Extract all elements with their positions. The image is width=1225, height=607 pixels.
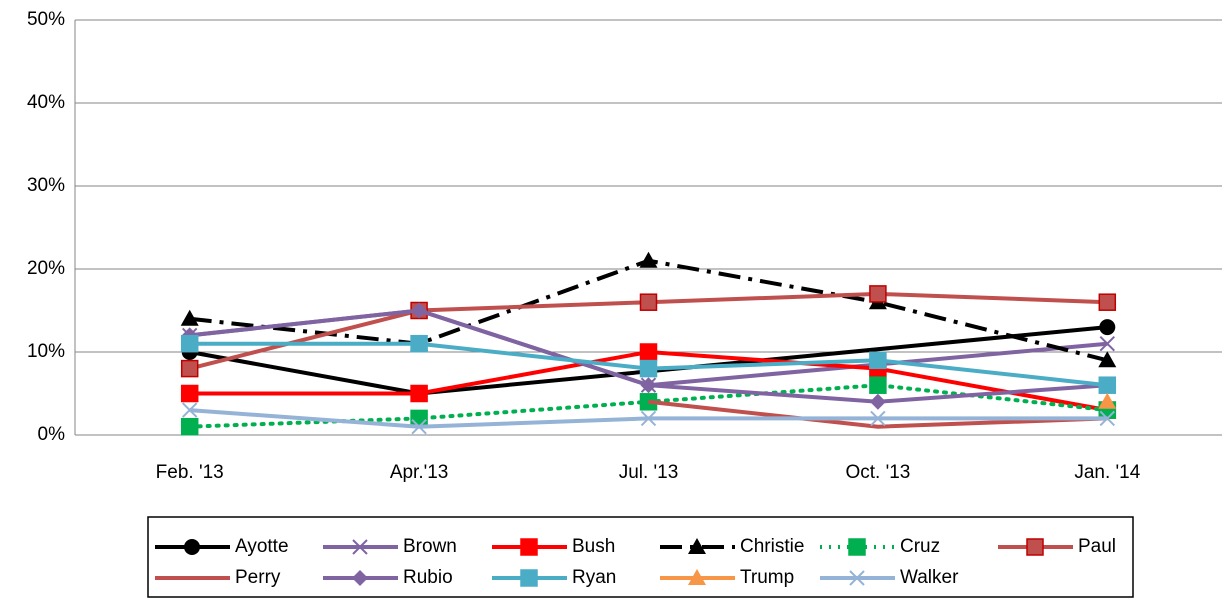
y-tick-label: 10% xyxy=(27,341,65,362)
marker xyxy=(1099,335,1116,352)
x-tick-label: Apr.'13 xyxy=(390,462,449,483)
marker xyxy=(181,402,198,418)
legend-box xyxy=(147,516,1134,598)
marker xyxy=(688,538,706,554)
legend-label: Rubio xyxy=(403,567,453,588)
marker xyxy=(1098,351,1117,368)
marker xyxy=(184,539,200,555)
x-tick-label: Oct. '13 xyxy=(845,462,910,483)
legend-label: Perry xyxy=(235,567,281,588)
legend-label: Walker xyxy=(900,567,959,588)
legend-label: Cruz xyxy=(900,536,940,557)
y-tick-label: 40% xyxy=(27,92,65,113)
marker xyxy=(180,309,199,326)
marker xyxy=(640,377,657,394)
marker xyxy=(639,251,658,268)
marker xyxy=(180,359,199,378)
marker xyxy=(410,409,428,428)
marker xyxy=(639,343,658,361)
marker xyxy=(180,417,199,436)
marker xyxy=(1098,392,1117,409)
marker xyxy=(688,569,706,585)
marker xyxy=(1026,538,1044,556)
marker xyxy=(640,410,657,427)
marker xyxy=(869,376,887,394)
legend-label: Ryan xyxy=(572,567,616,588)
x-tick-label: Jul. '13 xyxy=(619,462,679,483)
marker xyxy=(411,418,427,435)
legend-label: Paul xyxy=(1078,536,1116,557)
marker xyxy=(1099,410,1116,427)
y-tick-label: 20% xyxy=(27,258,65,279)
marker xyxy=(1099,319,1116,336)
marker xyxy=(520,538,538,556)
marker xyxy=(870,410,886,427)
marker xyxy=(180,334,199,353)
marker xyxy=(352,539,368,555)
legend-label: Ayotte xyxy=(235,536,289,557)
marker xyxy=(410,384,428,403)
marker xyxy=(869,285,887,303)
x-tick-label: Feb. '13 xyxy=(156,462,224,483)
marker xyxy=(1098,376,1117,394)
legend-label: Trump xyxy=(740,567,794,588)
marker xyxy=(520,569,538,587)
marker xyxy=(848,538,866,556)
legend-label: Brown xyxy=(403,536,457,557)
legend-label: Christie xyxy=(740,536,804,557)
marker xyxy=(639,359,658,378)
marker xyxy=(410,334,428,353)
y-tick-label: 50% xyxy=(27,9,65,30)
y-tick-label: 30% xyxy=(27,175,65,196)
marker xyxy=(411,302,428,319)
y-tick-label: 0% xyxy=(38,424,66,445)
marker xyxy=(639,293,658,311)
marker xyxy=(849,570,865,586)
marker xyxy=(869,351,887,370)
marker xyxy=(352,570,368,586)
marker xyxy=(180,384,199,403)
series-line xyxy=(648,399,1108,429)
legend-label: Bush xyxy=(572,536,615,557)
marker xyxy=(869,393,886,410)
x-tick-label: Jan. '14 xyxy=(1074,462,1140,483)
marker xyxy=(1098,293,1117,311)
